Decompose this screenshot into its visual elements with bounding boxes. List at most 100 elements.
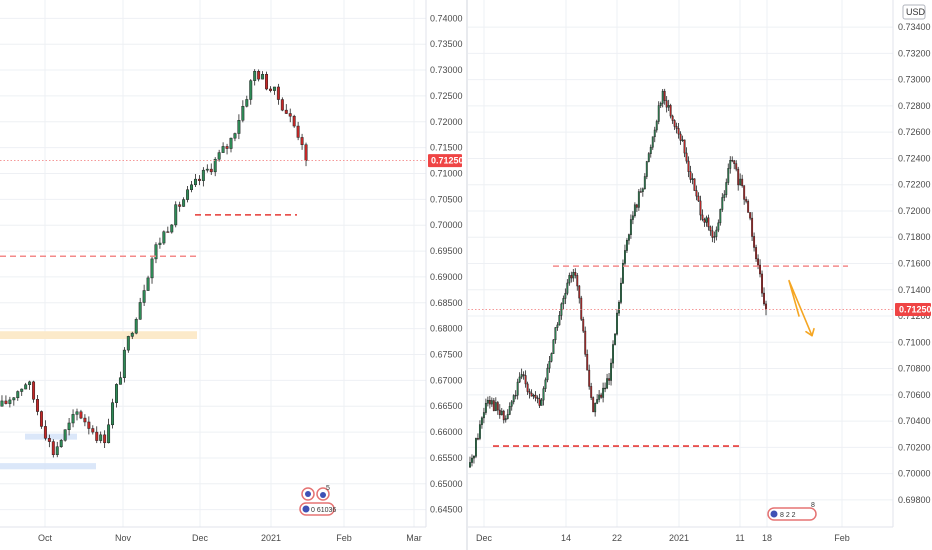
candle bbox=[524, 375, 527, 385]
candle bbox=[604, 387, 607, 390]
candle bbox=[657, 105, 660, 122]
candle bbox=[671, 115, 674, 121]
candle bbox=[95, 431, 99, 441]
candle bbox=[532, 394, 535, 397]
candle bbox=[4, 400, 8, 404]
candle bbox=[514, 394, 517, 397]
candle bbox=[661, 90, 664, 104]
left-price-axis[interactable]: 0.74000 0.73500 0.73000 0.72500 0.72000 0.715… bbox=[430, 13, 463, 514]
price-tick-label: 0.70800 bbox=[898, 364, 931, 374]
projection-arrow[interactable] bbox=[788, 279, 813, 337]
zone-box bbox=[0, 331, 197, 339]
candle bbox=[701, 214, 704, 220]
candle bbox=[520, 374, 523, 378]
price-tick-label: 0.72600 bbox=[898, 127, 931, 137]
candle bbox=[711, 230, 714, 238]
candle bbox=[753, 236, 756, 248]
candle bbox=[186, 189, 190, 200]
candle bbox=[653, 129, 656, 138]
candle bbox=[691, 178, 694, 180]
candle bbox=[566, 282, 569, 294]
candle bbox=[300, 137, 304, 145]
candle bbox=[498, 409, 501, 416]
candle bbox=[496, 402, 499, 411]
candle bbox=[500, 410, 503, 416]
candle bbox=[536, 397, 539, 400]
left-chart-panel[interactable]: 0.74000 0.73500 0.73000 0.72500 0.72000 0.715… bbox=[0, 0, 464, 543]
candle bbox=[276, 86, 280, 100]
candle bbox=[546, 367, 549, 381]
svg-text:USD: USD bbox=[906, 7, 926, 17]
candle bbox=[508, 406, 511, 415]
candle bbox=[118, 377, 122, 385]
candle bbox=[729, 159, 732, 169]
right-events-marker[interactable]: 8 2 2 8 bbox=[767, 502, 817, 521]
candle bbox=[115, 384, 118, 403]
price-tick-label: 0.72000 bbox=[898, 206, 931, 216]
candle bbox=[558, 315, 561, 326]
price-tick-label: 0.74000 bbox=[430, 13, 463, 23]
left-grid bbox=[0, 0, 426, 527]
candle bbox=[639, 191, 642, 193]
candle bbox=[679, 133, 682, 141]
candle bbox=[36, 399, 39, 412]
candle bbox=[713, 236, 716, 238]
right-time-axis[interactable]: Dec 14 22 2021 11 18 Feb bbox=[476, 533, 850, 543]
svg-text:0.71250: 0.71250 bbox=[431, 156, 464, 166]
price-tick-label: 0.69800 bbox=[898, 495, 931, 505]
price-tick-label: 0.66000 bbox=[430, 427, 463, 437]
price-tick-label: 0.68500 bbox=[430, 298, 463, 308]
candle bbox=[528, 391, 531, 394]
candle bbox=[665, 100, 668, 108]
candle bbox=[616, 312, 618, 335]
price-tick-label: 0.65500 bbox=[430, 453, 463, 463]
candle bbox=[695, 190, 698, 197]
price-tick-label: 0.69500 bbox=[430, 246, 463, 256]
candle bbox=[478, 424, 481, 439]
candle bbox=[87, 421, 91, 429]
events-pill bbox=[767, 507, 817, 521]
price-tick-label: 0.71500 bbox=[430, 143, 463, 153]
candle bbox=[576, 275, 579, 287]
candle bbox=[111, 402, 115, 426]
candle bbox=[490, 400, 493, 405]
time-tick-label: 14 bbox=[561, 533, 571, 543]
candle bbox=[154, 244, 158, 260]
candle bbox=[99, 434, 103, 441]
candle bbox=[542, 388, 545, 401]
candle bbox=[550, 353, 553, 362]
candle bbox=[552, 339, 555, 354]
left-events-marker[interactable]: 5 0 61036 bbox=[299, 485, 336, 516]
candle bbox=[484, 402, 487, 413]
candle bbox=[512, 395, 515, 403]
time-tick-label: Dec bbox=[476, 533, 493, 543]
candle bbox=[624, 250, 626, 264]
price-tick-label: 0.71000 bbox=[430, 168, 463, 178]
time-tick-label: Mar bbox=[406, 533, 422, 543]
price-tick-label: 0.67500 bbox=[430, 350, 463, 360]
candle bbox=[83, 417, 87, 423]
candle bbox=[502, 410, 505, 421]
left-time-axis[interactable]: Oct Nov Dec 2021 Feb Mar bbox=[38, 533, 422, 543]
currency-label[interactable]: USD bbox=[902, 4, 926, 20]
event-flag-icon bbox=[305, 491, 311, 497]
candle bbox=[645, 161, 648, 177]
candle bbox=[272, 86, 276, 91]
candle bbox=[193, 178, 197, 186]
right-price-axis[interactable]: 0.73400 0.73200 0.73000 0.72800 0.72600 0.724… bbox=[898, 22, 931, 505]
candle bbox=[594, 403, 597, 413]
candle bbox=[747, 201, 750, 213]
candle bbox=[725, 182, 728, 195]
candle bbox=[677, 128, 680, 135]
candle bbox=[751, 217, 754, 237]
right-chart-panel[interactable]: 0.73400 0.73200 0.73000 0.72800 0.72600 0.724… bbox=[468, 0, 932, 543]
candle bbox=[620, 282, 622, 303]
price-tick-label: 0.72400 bbox=[898, 153, 931, 163]
candle bbox=[564, 292, 567, 299]
zone-box bbox=[0, 463, 96, 470]
event-count: 8 bbox=[811, 502, 815, 509]
candle bbox=[75, 411, 79, 415]
right-grid bbox=[468, 0, 893, 527]
candle bbox=[55, 446, 59, 455]
candle bbox=[629, 219, 632, 235]
